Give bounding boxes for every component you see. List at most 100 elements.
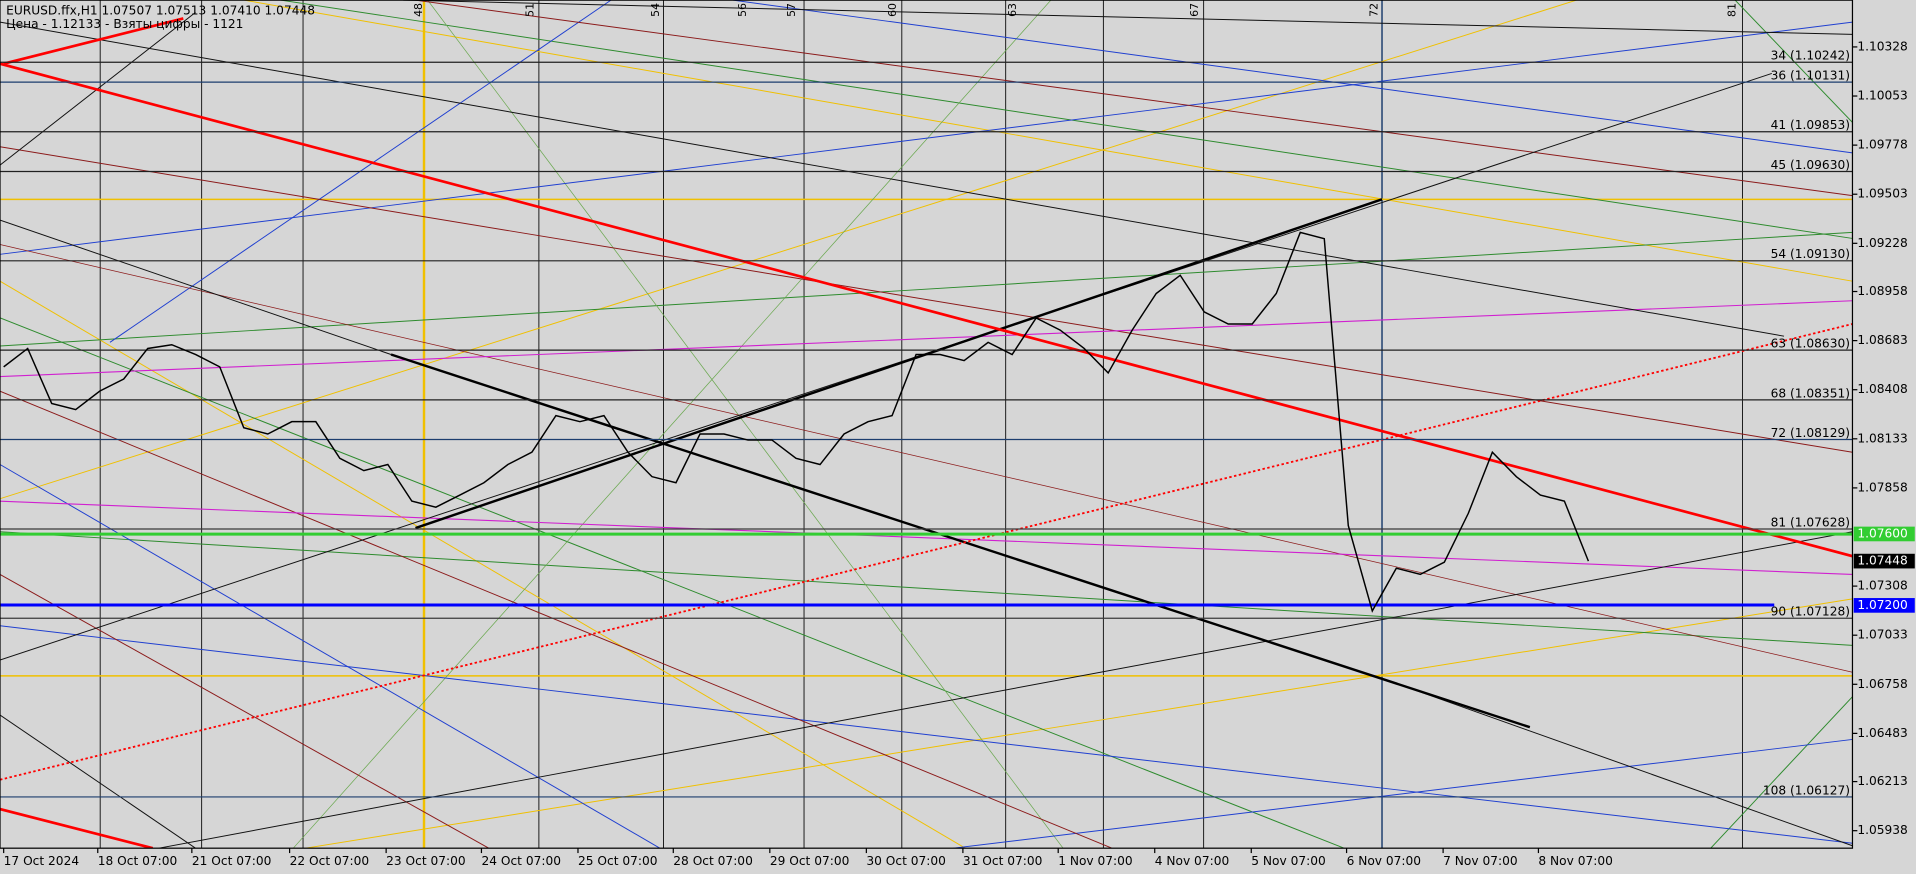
trend-line [1734,0,1853,123]
vertical-marker-label: 63 [1006,3,1019,17]
y-tick-label: 1.10328 [1857,39,1907,53]
level-label: 81 (1.07628) [1771,515,1850,529]
level-label: 63 (1.08630) [1771,336,1850,350]
y-tick-label: 1.07033 [1857,628,1907,642]
x-tick-label: 5 Nov 07:00 [1251,854,1326,868]
x-tick-label: 29 Oct 07:00 [770,854,850,868]
trend-line [0,390,1113,849]
trend-line [0,574,490,849]
y-tick-label: 1.09503 [1857,187,1907,201]
trend-line [158,531,1853,849]
trend-line [0,625,1853,844]
trend-line [0,807,154,849]
vertical-marker-label: 60 [886,3,899,17]
price-label: 1.07448 [1857,554,1907,568]
vertical-marker-label: 56 [736,3,749,17]
y-tick-label: 1.05938 [1857,823,1907,837]
x-tick-label: 22 Oct 07:00 [290,854,370,868]
y-tick-label: 1.07858 [1857,480,1907,494]
symbol-line: EURUSD.ffx,H1 1.07507 1.07513 1.07410 1.… [6,4,315,18]
x-tick-label: 8 Nov 07:00 [1538,854,1613,868]
price-label: 1.07200 [1857,598,1907,612]
trend-line [0,500,1853,576]
level-label: 41 (1.09853) [1771,118,1850,132]
x-tick-label: 25 Oct 07:00 [578,854,658,868]
y-tick-label: 1.08133 [1857,431,1907,445]
trend-line [427,0,1064,849]
y-tick-label: 1.06758 [1857,677,1907,691]
y-tick-label: 1.07308 [1857,579,1907,593]
vertical-marker-label: 48 [412,3,425,17]
x-tick-label: 1 Nov 07:00 [1058,854,1133,868]
x-tick-label: 18 Oct 07:00 [98,854,178,868]
plot-frame [0,0,1854,849]
y-tick-label: 1.09228 [1857,236,1907,250]
trend-line [0,231,1853,347]
trend-line [0,0,1577,500]
trend-line [733,0,1853,154]
plot-area [0,0,1853,849]
trend-line [280,0,1853,239]
trend-line [0,714,196,849]
price-box [1853,553,1915,569]
level-label: 36 (1.10131) [1771,68,1850,82]
trend-line [0,280,966,849]
y-tick-label: 1.06483 [1857,726,1907,740]
trend-line [415,0,1853,197]
vertical-marker-label: 72 [1368,3,1381,17]
x-tick-label: 31 Oct 07:00 [963,854,1043,868]
trend-line [0,300,1853,378]
vertical-marker-label: 81 [1726,3,1739,17]
price-box [1853,598,1915,613]
trend-line [3,17,184,66]
price-box [1853,526,1915,542]
x-tick-label: 7 Nov 07:00 [1443,854,1518,868]
trend-line [0,21,1785,337]
level-label: 45 (1.09630) [1771,158,1850,172]
y-tick-label: 1.08408 [1857,382,1907,396]
x-tick-label: 24 Oct 07:00 [481,854,561,868]
x-tick-label: 30 Oct 07:00 [866,854,946,868]
level-label: 90 (1.07128) [1771,605,1850,619]
y-tick-label: 1.10053 [1857,89,1907,103]
trend-line [390,353,1531,729]
trend-line [403,0,1853,35]
trend-line [244,0,1853,282]
vertical-marker-label: 57 [785,3,798,17]
price-line [3,231,1590,613]
y-tick-label: 1.08683 [1857,333,1907,347]
level-label: 34 (1.10242) [1771,49,1850,63]
x-tick-label: 17 Oct 2024 [4,854,80,868]
level-label: 72 (1.08129) [1771,426,1850,440]
trend-line [415,198,1383,530]
trend-line [0,21,1853,255]
x-tick-label: 21 Oct 07:00 [192,854,272,868]
level-label: 108 (1.06127) [1763,783,1850,797]
y-tick-label: 1.09778 [1857,138,1907,152]
vertical-marker-label: 51 [523,3,536,17]
x-tick-label: 6 Nov 07:00 [1347,854,1422,868]
trend-line [0,146,1853,453]
trend-line [0,531,1853,646]
x-tick-label: 28 Oct 07:00 [673,854,753,868]
vertical-marker-label: 67 [1188,3,1201,17]
trend-line [1710,696,1853,849]
vertical-marker-label: 54 [649,3,662,17]
x-tick-label: 4 Nov 07:00 [1155,854,1230,868]
trend-line [953,738,1853,849]
y-tick-label: 1.08958 [1857,284,1907,298]
price-label: 1.07600 [1857,526,1907,540]
trend-line [0,317,1345,849]
y-tick-label: 1.06213 [1857,774,1907,788]
trend-line [0,219,392,355]
x-tick-label: 23 Oct 07:00 [386,854,466,868]
trend-line [1381,677,1853,847]
level-label: 54 (1.09130) [1771,247,1850,261]
trend-line [292,0,1052,849]
trend-line [305,598,1853,849]
level-label: 68 (1.08351) [1771,386,1850,400]
info-line: Цена - 1.12133 - Взяты цифры - 1121 [6,17,243,31]
